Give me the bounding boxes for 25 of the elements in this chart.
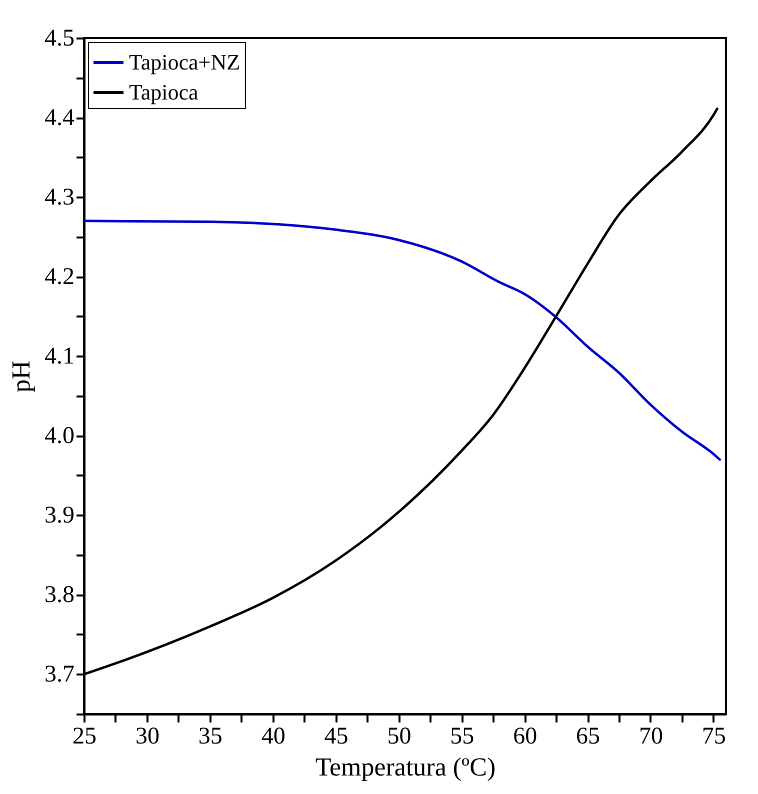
y-tick-label: 4.2 bbox=[44, 264, 74, 290]
y-tick-label: 4.1 bbox=[44, 344, 74, 370]
x-tick-label: 30 bbox=[135, 724, 160, 750]
x-tick-label: 60 bbox=[513, 724, 538, 750]
y-tick-label: 3.7 bbox=[44, 662, 74, 688]
x-tick-label: 25 bbox=[72, 724, 96, 750]
y-tick-label: 4.3 bbox=[44, 184, 74, 211]
y-tick-label: 4.4 bbox=[44, 105, 74, 132]
x-tick-label: 45 bbox=[324, 724, 348, 750]
x-tick-label: 40 bbox=[261, 724, 286, 750]
y-tick-label: 3.9 bbox=[44, 502, 74, 529]
x-tick-label: 55 bbox=[450, 724, 474, 750]
x-tick-label: 75 bbox=[702, 724, 726, 750]
x-tick-label: 50 bbox=[387, 724, 412, 750]
y-tick-label: 3.8 bbox=[44, 582, 74, 608]
legend-label: Tapioca bbox=[129, 80, 199, 104]
x-axis-title: Temperatura (ºC) bbox=[315, 752, 496, 782]
line-series bbox=[84, 220, 721, 461]
y-tick-label: 4.5 bbox=[44, 26, 74, 52]
x-tick-label: 35 bbox=[198, 724, 222, 750]
x-tick-label: 70 bbox=[638, 724, 663, 750]
x-tick-label: 65 bbox=[576, 724, 600, 750]
y-tick-label: 4.0 bbox=[44, 423, 74, 450]
legend-label: Tapioca+NZ bbox=[129, 50, 240, 74]
y-axis-title: pH bbox=[6, 360, 36, 392]
